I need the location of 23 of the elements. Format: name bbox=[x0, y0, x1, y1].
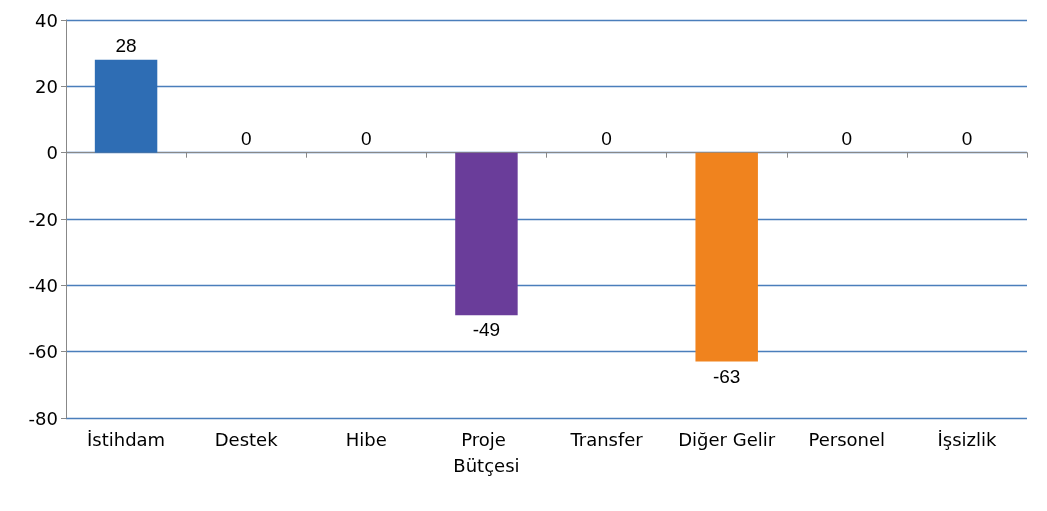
y-tick-label: 20 bbox=[35, 75, 58, 97]
data-label: -63 bbox=[712, 365, 741, 387]
data-label: 0 bbox=[841, 127, 853, 149]
y-tick-label: 40 bbox=[35, 9, 58, 31]
x-tick-label: Hibe bbox=[345, 428, 387, 450]
x-tick-label: Destek bbox=[214, 428, 279, 450]
y-tick-label: 0 bbox=[46, 142, 58, 164]
x-tick-label: Transfer bbox=[569, 428, 644, 450]
data-label: -49 bbox=[472, 319, 501, 341]
data-label: 0 bbox=[361, 127, 372, 149]
data-label: 0 bbox=[601, 127, 612, 149]
data-label: 0 bbox=[961, 127, 973, 149]
x-tick-label: İşsizlik bbox=[937, 428, 997, 450]
y-tick-label: -60 bbox=[28, 341, 58, 363]
x-tick-label: İstihdam bbox=[86, 428, 166, 450]
data-label: 28 bbox=[115, 34, 137, 56]
data-label: 0 bbox=[240, 127, 252, 149]
y-tick-label: -80 bbox=[28, 407, 58, 429]
y-tick-label: -40 bbox=[28, 274, 58, 296]
x-tick-label: Proje Bütçesi bbox=[453, 428, 520, 476]
x-tick-label: Diğer Gelir bbox=[678, 428, 776, 450]
x-tick-label: Personel bbox=[808, 428, 886, 450]
y-tick-label: -20 bbox=[28, 208, 58, 230]
